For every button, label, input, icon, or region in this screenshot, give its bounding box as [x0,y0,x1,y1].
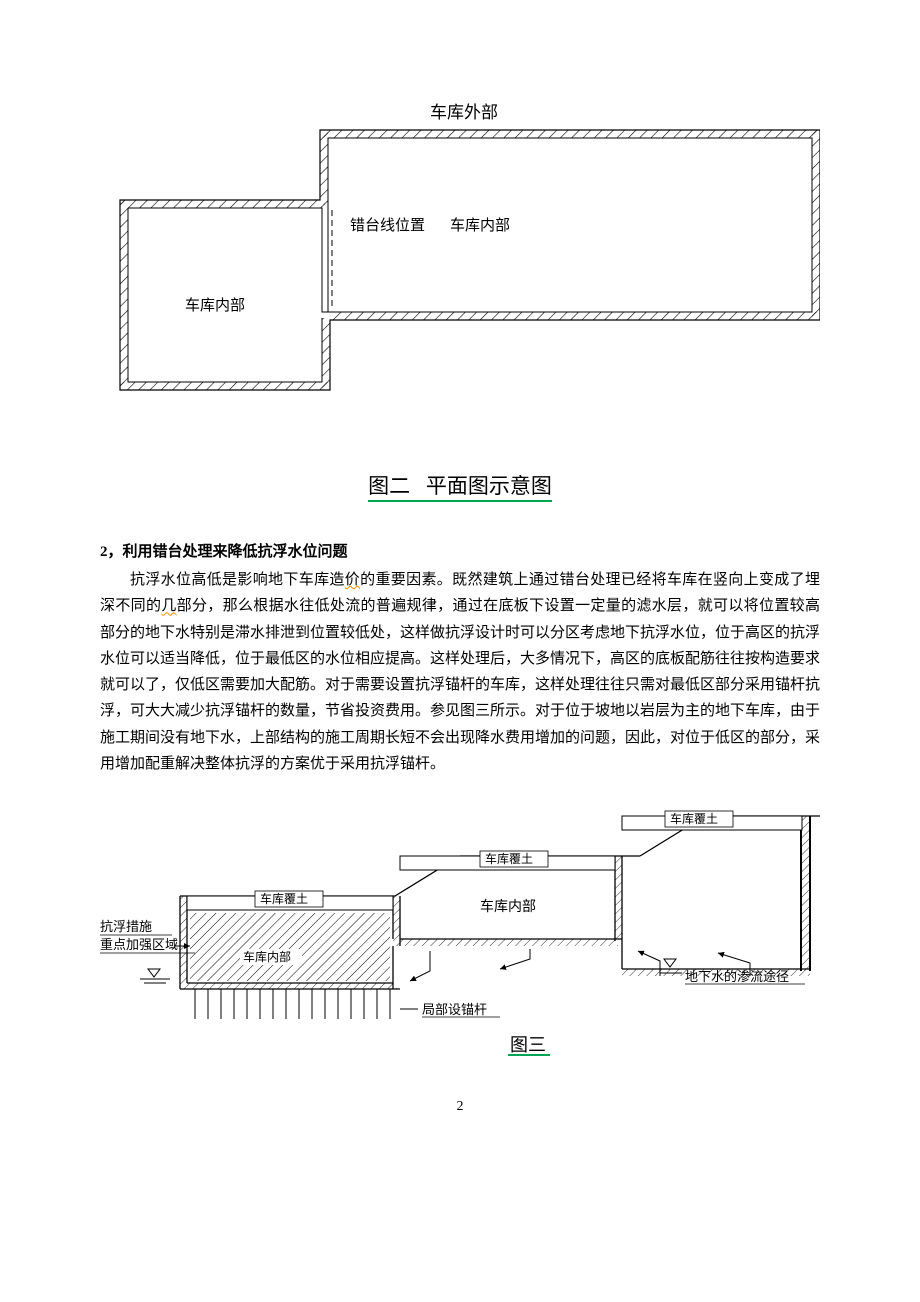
figure3-cover-mid: 车库覆土 [485,851,533,866]
anchor-label: 局部设锚杆 [400,1002,500,1017]
svg-text:重点加强区域: 重点加强区域 [100,937,178,952]
label-inner-right: 车库内部 [450,217,510,234]
figure3-cover-left: 车库覆土 [260,891,308,906]
seepage-label: 地下水的渗流途径 [685,969,805,984]
section2-body: 抗浮水位高低是影响地下车库造价的重要因素。既然建筑上通过错台处理已经将车库在竖向… [100,567,820,777]
figure3-inner-left: 车库内部 [243,949,291,964]
figure-section-view: 车库覆土 车库覆土 车库覆土 车库内部 车库内部 [100,801,820,1071]
svg-text:抗浮措施: 抗浮措施 [100,919,152,934]
anchor-bolts [195,989,390,1019]
figure1-caption: 图二 平面图示意图 [100,470,820,500]
page-number: 2 [100,1099,820,1115]
svg-text:局部设锚杆: 局部设锚杆 [422,1002,487,1017]
figure1-caption-title: 平面图示意图 [426,474,552,498]
section2-title: 2，利用错台处理来降低抗浮水位问题 [100,540,820,561]
figure1-caption-label: 图二 [368,474,410,498]
wavy-word-2: 几 [161,598,176,614]
wavy-word-1: 价 [345,572,360,588]
document-page: 车库外部 错台线位置 车库内部 车库内部 图二 平 [0,0,920,1155]
water-table-left [140,969,170,983]
svg-text:地下水的渗流途径: 地下水的渗流途径 [685,969,789,984]
label-step-line: 错台线位置 [350,217,425,234]
figure-plan-view: 车库外部 错台线位置 车库内部 车库内部 [100,100,820,440]
label-inner-left: 车库内部 [185,297,245,314]
figure3-caption: 图三 [510,1035,546,1055]
figure3-inner-right: 车库内部 [480,898,536,915]
figure3-cover-right: 车库覆土 [670,811,718,826]
label-outer: 车库外部 [430,103,498,122]
